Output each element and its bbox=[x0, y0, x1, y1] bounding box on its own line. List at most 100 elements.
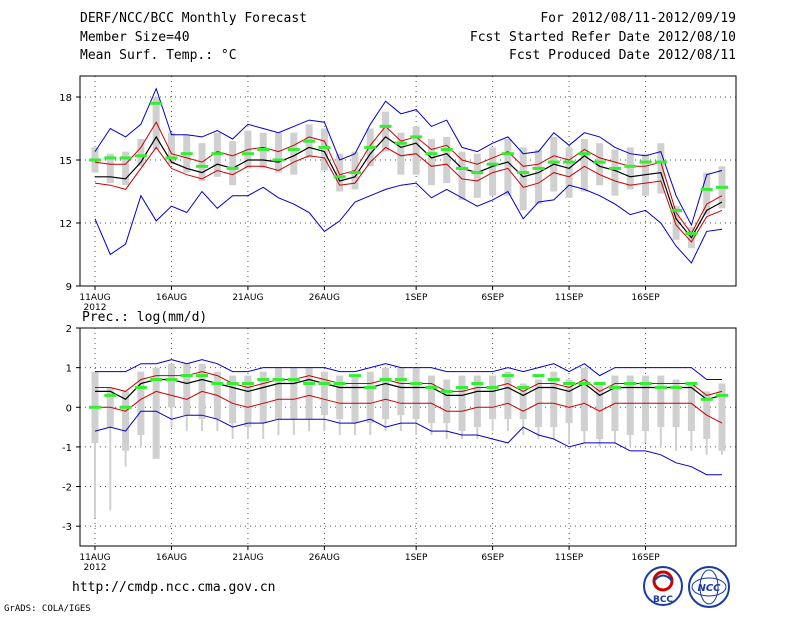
observed-marker bbox=[211, 152, 224, 156]
ensemble-box bbox=[458, 151, 466, 200]
observed-marker bbox=[134, 154, 147, 158]
observed-marker bbox=[486, 162, 499, 166]
plot-frame bbox=[79, 327, 737, 547]
ensemble-box bbox=[473, 375, 481, 428]
ensemble-box bbox=[167, 363, 175, 408]
observed-marker bbox=[134, 385, 147, 389]
observed-marker bbox=[624, 381, 637, 385]
ensemble-box bbox=[458, 375, 466, 432]
ensemble-box bbox=[565, 379, 573, 424]
observed-marker bbox=[379, 378, 392, 382]
ensemble-mean-line bbox=[95, 135, 723, 239]
ensemble-box bbox=[366, 371, 374, 424]
x-tick-label: 1SEP bbox=[405, 293, 428, 303]
observed-marker bbox=[394, 141, 407, 145]
lower-spread-line bbox=[94, 146, 723, 243]
observed-marker bbox=[456, 166, 469, 170]
observed-marker bbox=[348, 374, 361, 378]
y-tick-label: 15 bbox=[59, 156, 72, 167]
y-tick-label: 0 bbox=[66, 403, 72, 414]
chart-title: DERF/NCC/BCC Monthly Forecast bbox=[80, 11, 307, 26]
observed-marker bbox=[196, 164, 209, 168]
observed-marker bbox=[685, 232, 698, 235]
ensemble-box bbox=[718, 383, 726, 451]
source-url[interactable]: http://cmdp.ncc.cma.gov.cn bbox=[72, 580, 276, 595]
variable-label: Mean Surf. Temp.: °C bbox=[80, 48, 237, 63]
x-tick-label: 6SEP bbox=[481, 293, 504, 303]
ensemble-box bbox=[580, 139, 588, 192]
x-tick-label: 16AUG bbox=[156, 553, 187, 563]
ensemble-box bbox=[122, 151, 130, 186]
ensemble-box bbox=[137, 371, 145, 436]
ensemble-box bbox=[167, 132, 175, 165]
observed-marker bbox=[379, 124, 392, 128]
ncc-logo-text: NCC bbox=[697, 583, 721, 594]
observed-marker bbox=[287, 378, 300, 382]
y-tick-label: 12 bbox=[59, 219, 72, 230]
observed-marker bbox=[593, 160, 606, 164]
forecast-produced-date: Fcst Produced Date 2012/08/11 bbox=[509, 48, 736, 63]
ensemble-box bbox=[473, 153, 481, 198]
observed-marker bbox=[180, 152, 193, 156]
ensemble-box bbox=[626, 147, 634, 190]
observed-marker bbox=[716, 393, 728, 397]
precip-label: Prec.: log(mm/d) bbox=[82, 310, 208, 325]
observed-marker bbox=[318, 145, 331, 149]
ensemble-box bbox=[382, 367, 390, 420]
observed-marker bbox=[700, 187, 713, 191]
ensemble-box bbox=[626, 375, 634, 436]
ensemble-box bbox=[275, 132, 283, 173]
bcc-logo-text: BCC bbox=[653, 595, 673, 605]
observed-marker bbox=[104, 393, 117, 397]
observed-marker bbox=[226, 381, 239, 385]
observed-marker bbox=[700, 397, 713, 401]
ensemble-box bbox=[122, 391, 130, 451]
observed-marker bbox=[563, 381, 576, 385]
ensemble-box bbox=[504, 139, 512, 196]
ensemble-box bbox=[443, 379, 451, 424]
observed-marker bbox=[440, 148, 453, 151]
observed-marker bbox=[89, 405, 101, 409]
ensemble-box bbox=[703, 172, 711, 215]
observed-marker bbox=[517, 171, 530, 175]
ensemble-box bbox=[443, 136, 451, 184]
x-tick-label: 21AUG bbox=[232, 553, 263, 563]
plot-frame bbox=[79, 75, 737, 287]
ensemble-box bbox=[244, 375, 252, 428]
upper-spread-line bbox=[94, 121, 723, 235]
observed-marker bbox=[593, 381, 606, 385]
ensemble-box bbox=[580, 367, 588, 432]
ensemble-box bbox=[320, 128, 328, 171]
observed-marker bbox=[364, 145, 377, 149]
ensemble-box bbox=[534, 149, 542, 205]
ensemble-box bbox=[565, 147, 573, 198]
observed-marker bbox=[348, 171, 361, 175]
x-tick-label: 26AUG bbox=[309, 293, 340, 303]
y-tick-label: 9 bbox=[66, 282, 72, 293]
observed-marker bbox=[685, 381, 698, 385]
y-tick-label: -3 bbox=[62, 522, 72, 533]
min-line bbox=[94, 182, 723, 264]
observed-marker bbox=[670, 208, 683, 212]
observed-marker bbox=[547, 378, 560, 382]
y-tick-label: -1 bbox=[62, 443, 72, 454]
ensemble-box bbox=[320, 371, 328, 416]
y-tick-label: 1 bbox=[66, 364, 72, 375]
observed-marker bbox=[410, 135, 423, 139]
observed-marker bbox=[654, 160, 667, 164]
x-tick-label: 6SEP bbox=[481, 553, 504, 563]
max-line bbox=[94, 87, 723, 227]
temperature-panel: 9 12 15 18 11AUG 16AUG 21AUG 26AUG 1SEP 6SEP 11SEP… bbox=[59, 75, 737, 313]
x-tick-label: 1SEP bbox=[405, 553, 428, 563]
observed-marker bbox=[241, 381, 254, 385]
lower-spread-line bbox=[95, 390, 723, 424]
ensemble-box bbox=[305, 367, 313, 420]
ensemble-box bbox=[427, 139, 435, 186]
ensemble-box bbox=[152, 367, 160, 459]
observed-marker bbox=[440, 389, 453, 393]
observed-marker bbox=[578, 152, 591, 156]
observed-marker bbox=[486, 385, 499, 389]
forecast-started-date: Fcst Started Refer Date 2012/08/10 bbox=[469, 30, 736, 45]
x-tick-label: 11SEP bbox=[555, 293, 584, 303]
